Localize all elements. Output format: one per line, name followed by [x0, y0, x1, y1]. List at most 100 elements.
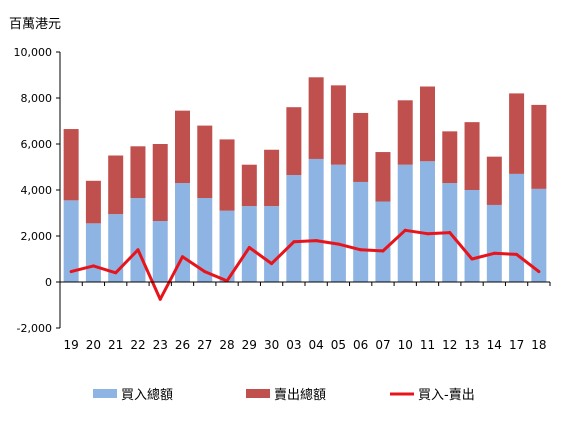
bar-sell [464, 122, 480, 190]
bar-buy [353, 181, 369, 282]
x-tick-label: 12 [442, 338, 457, 352]
bar-buy [241, 206, 257, 282]
bar-sell [420, 86, 435, 162]
net-point [470, 257, 474, 261]
bar-buy [264, 206, 280, 282]
y-unit-label: 百萬港元 [9, 17, 61, 32]
y-tick-label: 10,000 [14, 46, 53, 59]
y-axis: -2,000 0 2,000 4,000 6,000 8,000 10,000 [14, 46, 61, 335]
x-tick-label: 05 [331, 338, 346, 352]
bar-sell [152, 144, 168, 222]
legend: 買入總額 賣出總額 買入-賣出 [93, 387, 475, 403]
bar-sell [330, 85, 346, 165]
x-tick-label: 29 [242, 338, 257, 352]
x-tick-label: 26 [175, 338, 190, 352]
bar-sell [308, 77, 324, 159]
net-point [492, 251, 496, 255]
net-point [69, 270, 73, 274]
x-tick-label: 17 [509, 338, 524, 352]
x-tick-label: 30 [264, 338, 279, 352]
bar-buy [330, 164, 346, 282]
net-point [359, 248, 363, 252]
net-point [381, 249, 385, 253]
net-point [314, 239, 318, 243]
bar-sell [397, 100, 413, 165]
net-point [91, 264, 95, 268]
net-point [136, 248, 140, 252]
net-point [270, 262, 274, 266]
bar-sell [175, 110, 190, 184]
x-tick-label: 04 [308, 338, 323, 352]
net-point [181, 255, 184, 259]
bar-buy [464, 190, 480, 282]
bar-buy [308, 158, 324, 282]
bar-sell [531, 104, 547, 189]
bar-sell [509, 93, 525, 174]
x-tick-label: 21 [108, 338, 123, 352]
x-tick-label: 28 [219, 338, 234, 352]
net-point [448, 231, 452, 235]
y-tick-label: 8,000 [21, 92, 53, 105]
x-tick-label: 06 [353, 338, 368, 352]
y-tick-label: 0 [45, 276, 52, 289]
x-axis: 19 20 21 22 23 26 27 28 29 30 03 04 05 06 07 10 11 12 13 14… [59, 281, 551, 352]
bar-sell [286, 107, 302, 176]
legend-label: 賣出總額 [274, 387, 326, 403]
x-tick-label: 10 [398, 338, 413, 352]
x-tick-label: 13 [464, 338, 479, 352]
net-point [203, 270, 207, 274]
bar-buy [420, 161, 435, 282]
bar-buy [108, 214, 124, 282]
bar-sell [63, 129, 79, 201]
bar-sell [486, 156, 502, 205]
x-tick-label: 11 [420, 338, 435, 352]
net-point [114, 271, 118, 275]
legend-label: 買入總額 [121, 387, 173, 403]
x-tick-label: 20 [86, 338, 101, 352]
bar-buy [175, 183, 190, 282]
y-tick-label: 6,000 [21, 138, 53, 151]
bar-buy [130, 198, 146, 282]
y-tick-label: 4,000 [21, 184, 53, 197]
x-tick-label: 07 [375, 338, 390, 352]
x-tick-label: 23 [153, 338, 168, 352]
bar-sell [197, 125, 213, 199]
net-line [70, 228, 540, 301]
net-point [158, 297, 162, 301]
bar-buy [63, 200, 79, 282]
y-tick-label: 2,000 [21, 230, 53, 243]
x-tick-label: 19 [63, 338, 78, 352]
x-tick-label: 14 [487, 338, 502, 352]
bar-buy [397, 164, 413, 282]
bar-buy [531, 188, 547, 282]
bar-sell [130, 146, 146, 199]
net-point [537, 270, 541, 274]
bar-sell [85, 180, 101, 224]
bar-buy [197, 198, 213, 282]
bar-buy [286, 175, 302, 282]
bar-sell [375, 152, 391, 202]
bar-sell [442, 131, 458, 184]
bar-buy [375, 201, 391, 282]
legend-label: 買入-賣出 [418, 388, 475, 403]
bar-buy [219, 210, 235, 282]
x-tick-label: 03 [286, 338, 301, 352]
net-point [426, 232, 429, 236]
bar-sell [108, 155, 124, 215]
bar-sell [353, 112, 369, 182]
net-line-group [69, 228, 541, 301]
x-tick-label: 27 [197, 338, 212, 352]
legend-swatch [93, 389, 117, 398]
bar-sell [241, 164, 257, 207]
x-tick-label: 18 [531, 338, 546, 352]
net-point [247, 246, 251, 249]
x-tick-label: 22 [130, 338, 145, 352]
y-tick-label: -2,000 [17, 322, 52, 335]
bar-buy [509, 173, 525, 282]
net-point [336, 242, 340, 246]
bar-sell [219, 139, 235, 211]
bar-buy [486, 204, 502, 282]
net-point [403, 228, 407, 232]
bar-buy [85, 223, 101, 282]
